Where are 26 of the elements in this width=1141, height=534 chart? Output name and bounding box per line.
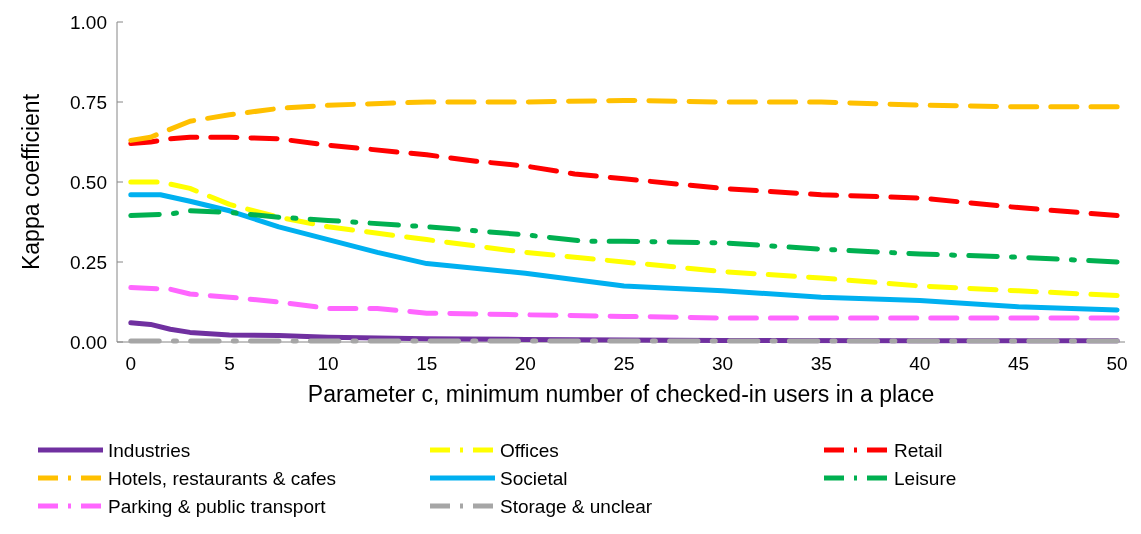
legend-label: Leisure [894, 467, 957, 489]
legend-label: Storage & unclear [500, 495, 653, 517]
legend-label: Retail [894, 439, 943, 461]
x-tick-label: 15 [416, 353, 438, 374]
x-tick-label: 35 [810, 353, 832, 374]
x-tick-label: 25 [613, 353, 635, 374]
x-tick-label: 0 [125, 353, 137, 374]
legend-label: Industries [108, 439, 191, 461]
legend-label: Parking & public transport [108, 495, 327, 517]
x-tick-label: 30 [712, 353, 734, 374]
legend-label: Societal [500, 467, 568, 489]
x-tick-label: 10 [317, 353, 339, 374]
x-tick-label: 5 [224, 353, 235, 374]
x-tick-label: 45 [1007, 353, 1030, 374]
y-tick-label: 0.75 [70, 91, 107, 113]
legend-label: Hotels, restaurants & cafes [108, 467, 337, 489]
y-axis-title: Kappa coefficient [18, 93, 44, 271]
y-tick-label: 0.25 [70, 251, 107, 273]
y-tick-label: 0.00 [70, 331, 107, 353]
x-tick-label: 20 [514, 353, 536, 374]
x-axis-title: Parameter c, minimum number of checked-in users in a place [307, 381, 935, 407]
legend-label: Offices [500, 439, 559, 461]
y-tick-label: 0.50 [70, 171, 107, 193]
y-tick-label: 1.00 [70, 11, 107, 33]
x-tick-label: 40 [909, 353, 931, 374]
x-tick-label: 50 [1106, 353, 1128, 374]
